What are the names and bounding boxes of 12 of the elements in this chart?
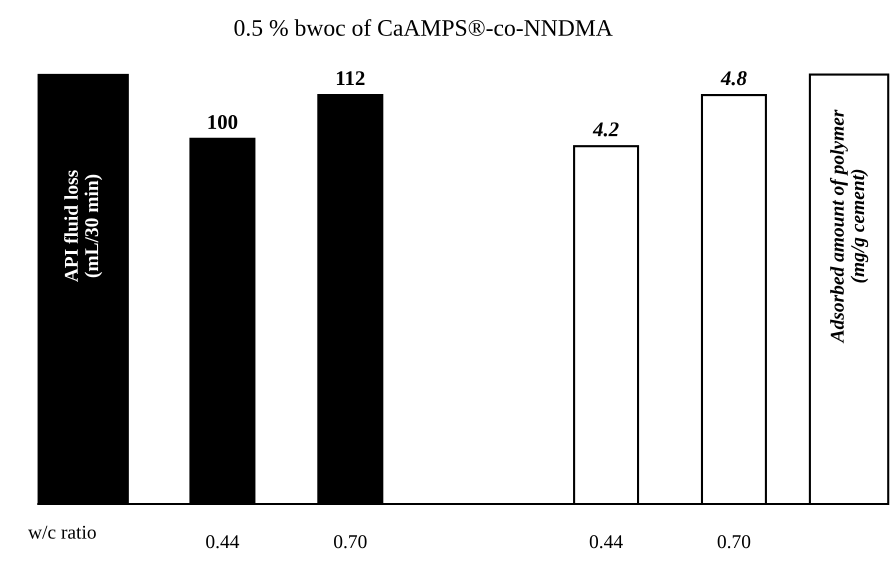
- chart-title: 0.5 % bwoc of CaAMPS®-co-NNDMA: [234, 19, 613, 36]
- y2-axis-title: Adsorbed amount of polymer (mg/g cement): [830, 109, 868, 344]
- y-axis-title: API fluid loss (mL/30 min): [64, 170, 102, 282]
- x-tick-label: 0.70: [718, 535, 750, 548]
- x-tick-label: 0.44: [590, 535, 623, 548]
- x-tick-label: 0.70: [334, 535, 367, 548]
- data-label: 112: [336, 71, 364, 86]
- x-axis-title: w/c ratio: [28, 526, 96, 539]
- data-label: 4.2: [592, 122, 619, 136]
- data-label: 4.8: [720, 71, 747, 86]
- x-tick-label: 0.44: [206, 535, 240, 548]
- data-label: 100: [208, 114, 238, 130]
